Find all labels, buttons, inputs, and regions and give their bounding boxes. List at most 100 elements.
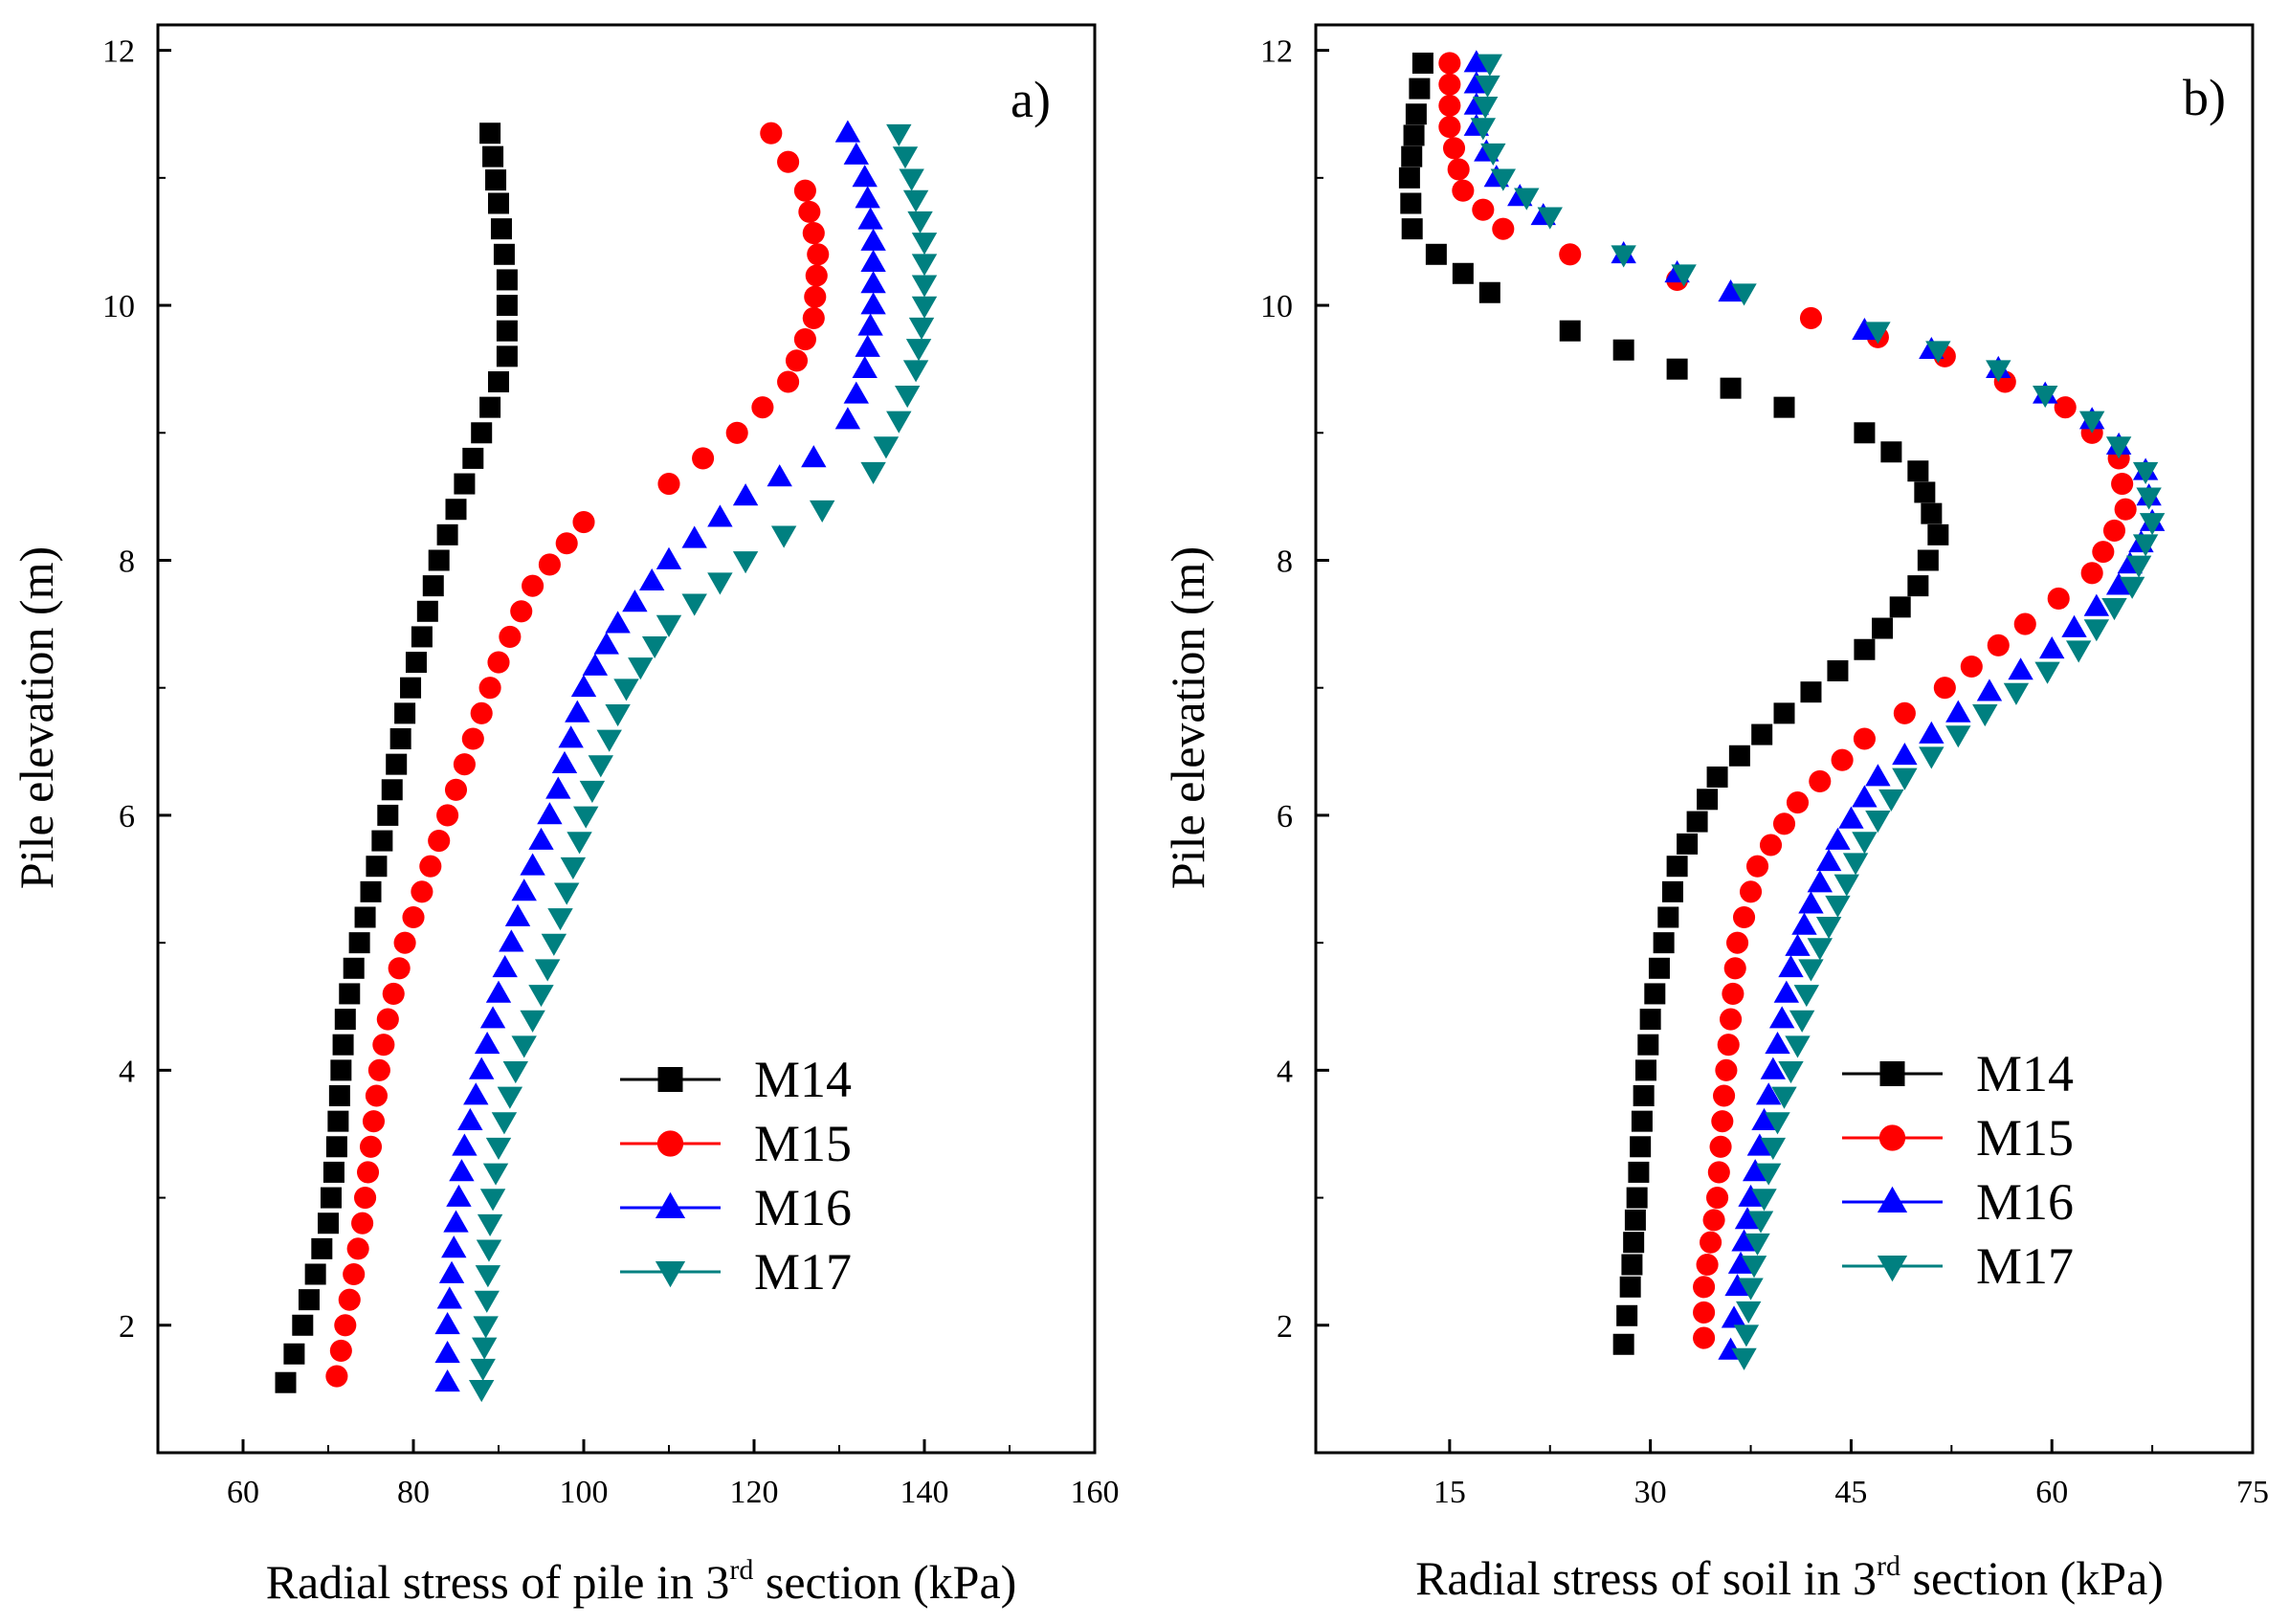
- data-point: [1452, 262, 1474, 284]
- data-point: [551, 750, 578, 773]
- y-tick-label: 4: [1277, 1054, 1293, 1089]
- data-point: [2033, 385, 2058, 409]
- data-point: [1477, 54, 1503, 77]
- data-point: [1442, 137, 1466, 160]
- series-m17: [469, 123, 938, 1403]
- data-point: [1401, 145, 1423, 167]
- data-point: [1559, 243, 1582, 266]
- data-point: [1945, 700, 1971, 723]
- data-point: [1644, 983, 1666, 1005]
- data-point: [908, 317, 935, 341]
- data-point: [707, 572, 733, 595]
- data-point: [1933, 677, 1956, 700]
- data-point: [1731, 1229, 1757, 1252]
- data-point: [1738, 1184, 1764, 1207]
- data-point: [777, 370, 800, 393]
- data-point: [1438, 116, 1461, 139]
- data-point: [496, 269, 518, 291]
- data-point: [322, 1161, 344, 1183]
- data-point: [860, 292, 886, 315]
- data-point: [1722, 982, 1745, 1005]
- data-point: [560, 856, 587, 879]
- data-point: [804, 285, 827, 308]
- data-point: [474, 1290, 500, 1313]
- data-point: [834, 407, 861, 430]
- data-point: [1612, 339, 1634, 361]
- data-point: [2083, 619, 2110, 642]
- data-point: [2013, 612, 2036, 635]
- legend-marker: [1878, 1124, 1906, 1151]
- data-point: [1827, 659, 1849, 681]
- data-point: [377, 804, 399, 826]
- data-point: [365, 1084, 388, 1107]
- data-point: [1853, 727, 1876, 750]
- data-point: [366, 856, 388, 878]
- data-point: [1706, 766, 1728, 788]
- legend-label: M17: [754, 1243, 852, 1301]
- data-point: [1746, 1133, 1773, 1156]
- data-point: [2092, 541, 2115, 564]
- data-point: [1537, 207, 1563, 230]
- data-point: [613, 679, 639, 701]
- data-point: [443, 1210, 469, 1233]
- data-point: [473, 1316, 499, 1339]
- data-point: [488, 192, 509, 214]
- series-m14: [1398, 52, 1949, 1355]
- data-point: [1789, 1010, 1815, 1033]
- legend-marker: [1879, 1061, 1905, 1086]
- data-point: [1733, 1324, 1760, 1347]
- data-point: [488, 371, 509, 392]
- data-point: [541, 933, 567, 956]
- data-point: [1771, 1086, 1797, 1109]
- data-point: [785, 349, 809, 372]
- data-point: [1741, 1256, 1767, 1279]
- data-point: [1731, 1347, 1757, 1370]
- data-point: [348, 932, 370, 954]
- data-point: [304, 1263, 326, 1285]
- data-point: [732, 483, 759, 506]
- data-point: [482, 1163, 509, 1186]
- data-point: [1398, 167, 1420, 189]
- data-point: [354, 1187, 377, 1210]
- data-point: [572, 510, 595, 534]
- data-point: [490, 218, 512, 240]
- data-point: [1447, 158, 1470, 181]
- y-axis-label: Pile elevation (m): [10, 546, 63, 889]
- data-point: [360, 880, 382, 902]
- data-point: [1693, 1276, 1716, 1299]
- data-point: [441, 1235, 467, 1258]
- legend-label: M16: [1976, 1173, 2074, 1231]
- data-point: [1731, 283, 1757, 306]
- data-point: [1745, 1233, 1770, 1256]
- data-point: [2047, 587, 2070, 611]
- series-m14: [275, 122, 518, 1393]
- data-point: [857, 313, 883, 336]
- panel-b: 15 30 45 60 75 2 4 6 8 10 12 b) Pile elevation (m) Ra…: [1161, 23, 2269, 1605]
- data-point: [2054, 396, 2077, 419]
- data-point: [1852, 832, 1878, 855]
- data-point: [388, 957, 411, 980]
- y-tick-label: 2: [119, 1309, 135, 1345]
- data-point: [1648, 957, 1670, 979]
- data-point: [886, 123, 912, 146]
- data-point: [330, 1059, 352, 1081]
- data-point: [1865, 811, 1891, 834]
- data-point: [860, 461, 886, 484]
- data-point: [793, 179, 816, 202]
- data-point: [469, 1057, 495, 1079]
- data-point: [1677, 833, 1699, 855]
- data-point: [422, 575, 444, 597]
- data-point: [1425, 243, 1447, 265]
- data-point: [487, 651, 510, 674]
- data-point: [2080, 562, 2103, 585]
- y-tick-label: 8: [1277, 545, 1293, 580]
- series-m15: [325, 122, 830, 1388]
- data-point: [411, 880, 433, 903]
- data-point: [911, 275, 938, 298]
- data-point: [805, 264, 828, 287]
- data-point: [329, 1339, 352, 1362]
- data-point: [1960, 655, 1983, 679]
- data-point: [622, 590, 648, 612]
- data-point: [1919, 746, 1945, 769]
- data-point: [1842, 853, 1869, 876]
